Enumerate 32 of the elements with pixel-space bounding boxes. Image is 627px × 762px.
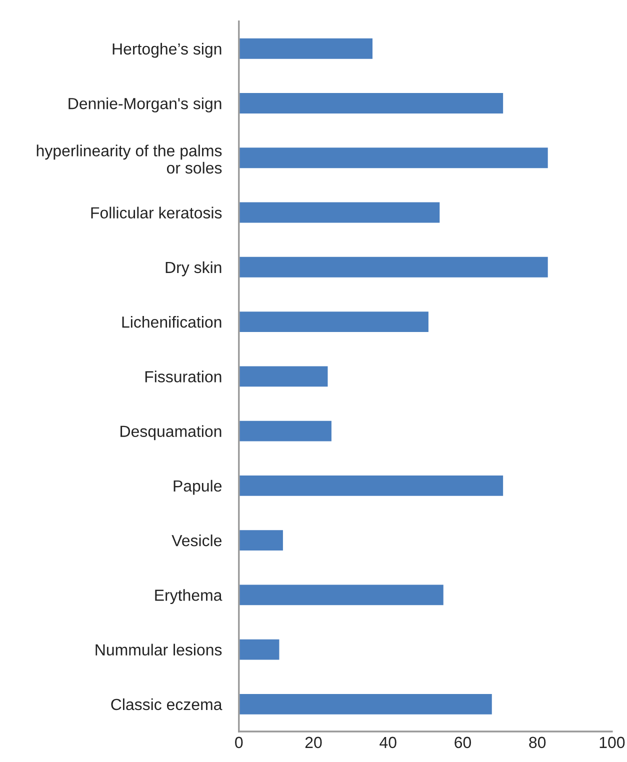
x-tick-label: 60 xyxy=(454,736,471,748)
bar xyxy=(238,364,330,388)
bar xyxy=(238,583,445,607)
bar xyxy=(238,638,281,662)
x-tick-label: 40 xyxy=(380,736,396,748)
x-tick-label: 100 xyxy=(600,736,625,748)
bar xyxy=(238,310,430,334)
bar xyxy=(238,92,504,115)
bar xyxy=(238,37,374,60)
x-tick-label: 20 xyxy=(305,736,322,748)
bar xyxy=(238,256,550,279)
bar xyxy=(238,528,284,552)
y-tick-label: Dennie-Morgan's sign xyxy=(68,97,222,112)
x-tick-label: 0 xyxy=(235,736,243,748)
x-tick-label: 80 xyxy=(529,736,546,748)
y-tick-label: Follicular keratosis xyxy=(91,206,222,218)
y-tick-label: Hertoghe’s sign xyxy=(112,42,222,58)
bar xyxy=(238,692,494,716)
bar xyxy=(238,419,333,443)
bar xyxy=(238,474,504,498)
y-tick-label: hyperlinearity of the palms or soles xyxy=(36,144,222,174)
y-tick-label: Fissuration xyxy=(145,370,222,382)
y-tick-label: Classic eczema xyxy=(111,698,222,710)
y-tick-label: Dry skin xyxy=(166,261,222,276)
bar xyxy=(238,200,442,224)
y-tick-label: Vesicle xyxy=(172,534,222,546)
y-tick-label: Lichenification xyxy=(122,316,222,328)
bar xyxy=(238,146,550,170)
y-tick-label: Papule xyxy=(174,480,222,495)
y-tick-label: Nummular lesions xyxy=(96,644,222,656)
y-tick-label: Desquamation xyxy=(120,425,222,440)
y-tick-label: Erythema xyxy=(155,589,222,604)
